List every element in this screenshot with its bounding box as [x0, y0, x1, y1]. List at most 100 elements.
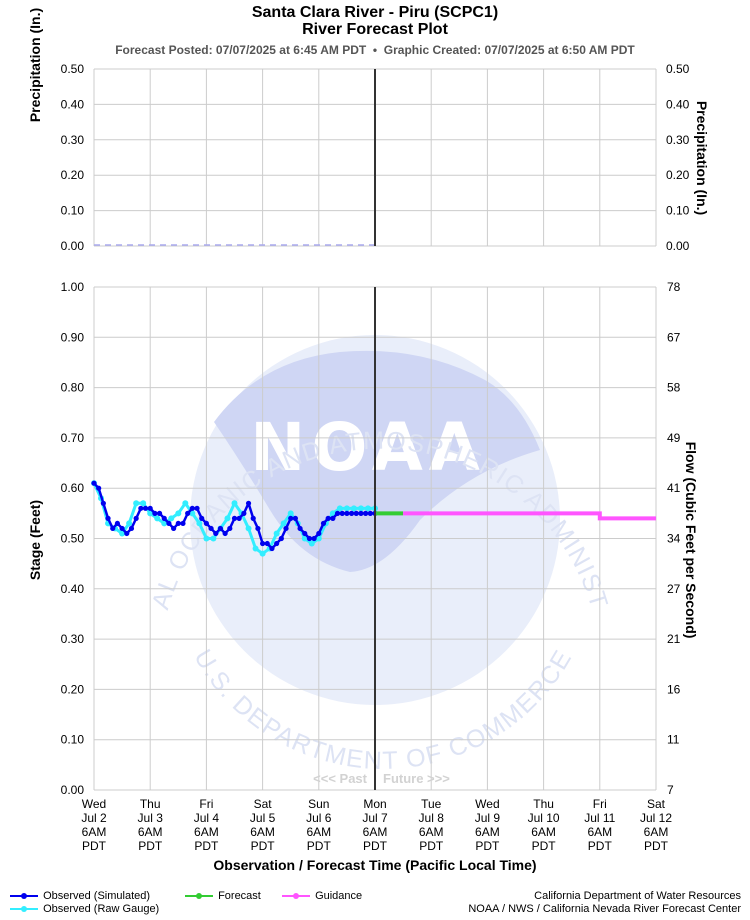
x-tick-line: PDT	[251, 839, 276, 853]
stage-panel: 0.00 7 0.10 11 0.20 16 0.30 21 0.40 27 0.50 34 0.60 4…	[61, 280, 681, 853]
observed-simulated-point	[353, 510, 359, 516]
precip-right-tick-label: 0.10	[666, 204, 690, 218]
observed-raw-point	[147, 510, 154, 517]
observed-raw-point	[280, 520, 287, 527]
observed-simulated-point	[325, 515, 331, 521]
x-tick-line: PDT	[307, 839, 332, 853]
stage-tick-label: 1.00	[61, 280, 85, 294]
x-tick-line: PDT	[475, 839, 500, 853]
observed-simulated-point	[91, 480, 97, 486]
observed-simulated-point	[302, 530, 308, 537]
observed-raw-point	[315, 535, 322, 542]
precip-right-tick-label: 0.20	[666, 168, 690, 182]
x-tick-line: PDT	[82, 839, 107, 853]
flow-tick-label: 11	[667, 733, 680, 747]
observed-simulated-point	[128, 525, 135, 532]
precip-right-tick-label: 0.40	[666, 97, 690, 111]
observed-simulated-point	[348, 510, 355, 516]
x-tick-line: PDT	[644, 839, 669, 853]
x-tick-line: Mon	[363, 797, 386, 811]
x-tick-line: 6AM	[138, 825, 163, 839]
observed-simulated-point	[142, 505, 149, 511]
x-tick-line: Wed	[475, 797, 499, 811]
observed-simulated-point	[227, 525, 233, 532]
stage-tick-label: 0.90	[61, 330, 85, 344]
observed-simulated-point	[189, 505, 195, 511]
flow-tick-label: 78	[667, 280, 681, 294]
observed-simulated-point	[330, 515, 336, 521]
observed-simulated-point	[306, 535, 313, 542]
x-tick-line: 6AM	[587, 825, 612, 839]
legend-label-observed-simulated: Observed (Simulated)	[43, 890, 151, 902]
observed-simulated-point	[320, 520, 327, 527]
credit-line-1: California Department of Water Resources	[534, 890, 741, 902]
observed-simulated-point	[283, 525, 289, 532]
x-tick-line: Jul 4	[194, 811, 220, 825]
x-tick-line: Jul 7	[362, 811, 388, 825]
observed-raw-point	[189, 510, 196, 517]
x-tick-line: Sun	[308, 797, 329, 811]
observed-simulated-point	[316, 530, 322, 537]
observed-raw-point	[343, 505, 350, 512]
stage-axis-title: Stage (Feet)	[27, 500, 43, 580]
x-tick-line: 6AM	[194, 825, 219, 839]
x-tick-line: 6AM	[250, 825, 275, 839]
precip-right-tick-label: 0.50	[666, 62, 690, 76]
chart-credits: California Department of Water Resources…	[468, 890, 741, 916]
observed-simulated-point	[161, 515, 167, 521]
observed-simulated-point	[105, 515, 111, 521]
flow-tick-label: 41	[667, 481, 681, 495]
precip-left-tick-label: 0.40	[61, 97, 85, 111]
x-tick-label: Thu Jul 10 6AM PDT	[528, 797, 560, 853]
observed-raw-point	[126, 520, 133, 527]
observed-simulated-point	[194, 505, 200, 511]
x-tick-label: Wed Jul 9 6AM PDT	[475, 797, 501, 853]
observed-raw-point	[301, 535, 308, 542]
chart-subtitle: River Forecast Plot	[302, 21, 448, 38]
observed-simulated-point	[260, 540, 266, 547]
observed-simulated-point	[245, 500, 252, 506]
stage-tick-label: 0.30	[61, 632, 85, 646]
x-tick-line: Fri	[199, 797, 213, 811]
x-tick-line: Jul 12	[640, 811, 672, 825]
observed-raw-point	[350, 505, 357, 512]
precip-left-axis-title: Precipitation (In.)	[27, 8, 43, 122]
separator-dot: •	[372, 43, 378, 57]
observed-simulated-point	[339, 510, 345, 516]
observed-simulated-point	[367, 510, 373, 516]
x-tick-line: 6AM	[306, 825, 331, 839]
observed-simulated-point	[344, 510, 350, 516]
observed-simulated-point	[199, 515, 205, 521]
x-tick-line: PDT	[532, 839, 557, 853]
flow-tick-label: 21	[667, 632, 681, 646]
precipitation-panel: 0.00 0.00 0.10 0.10 0.20 0.20 0.30 0.30 0.40 0.40…	[61, 62, 690, 253]
observed-raw-point	[308, 540, 315, 547]
observed-raw-point	[161, 520, 168, 527]
legend-label-observed-raw: Observed (Raw Gauge)	[43, 903, 160, 915]
observed-simulated-point	[292, 515, 298, 521]
observed-simulated-point	[241, 510, 247, 516]
observed-simulated-point	[124, 530, 130, 537]
stage-tick-label: 0.60	[61, 481, 85, 495]
x-tick-label: Fri Jul 11 6AM PDT	[584, 797, 615, 853]
observed-simulated-point	[110, 525, 116, 532]
observed-raw-point	[119, 530, 126, 537]
precip-left-tick-label: 0.00	[61, 239, 85, 253]
flow-tick-label: 34	[667, 532, 681, 546]
flow-tick-label: 16	[667, 682, 681, 696]
observed-raw-point	[154, 515, 161, 522]
precip-right-axis-title: Precipitation (In.)	[694, 101, 710, 215]
observed-raw-point	[210, 535, 217, 542]
x-tick-label: Sun Jul 6 6AM PDT	[306, 797, 332, 853]
stage-tick-label: 0.70	[61, 431, 85, 445]
observed-simulated-point	[278, 535, 284, 542]
chart-title: Santa Clara River - Piru (SCPC1)	[251, 4, 499, 21]
observed-simulated-point	[311, 535, 317, 542]
x-tick-line: Jul 2	[81, 811, 107, 825]
x-tick-label: Sat Jul 12 6AM PDT	[640, 797, 672, 853]
observed-simulated-point	[185, 510, 191, 516]
x-tick-line: Jul 11	[584, 811, 615, 825]
x-tick-line: Jul 9	[475, 811, 501, 825]
x-tick-line: 6AM	[419, 825, 444, 839]
observed-raw-point	[273, 530, 280, 537]
